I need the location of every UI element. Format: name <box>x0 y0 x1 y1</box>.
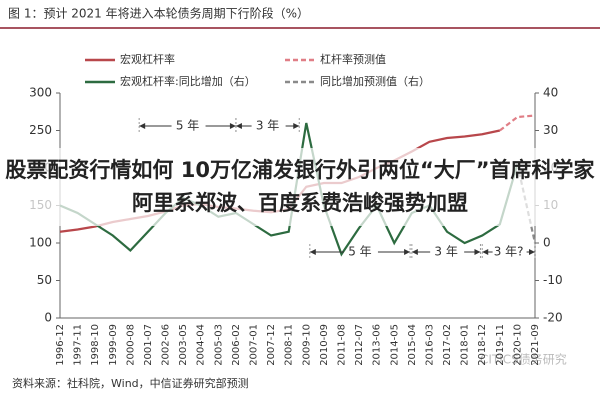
y-tick-label: 100 <box>29 236 52 250</box>
annotation: 3 年? <box>494 245 524 259</box>
x-tick-label: 2006-02 <box>231 324 242 366</box>
y2-tick-label: 30 <box>543 123 558 137</box>
x-tick-label: 2001-07 <box>143 324 154 366</box>
y-tick-label: 50 <box>37 273 52 287</box>
legend-label: 同比增加预测值（右） <box>320 74 430 88</box>
x-tick-label: 2018-01 <box>460 324 471 366</box>
x-tick-label: 2014-05 <box>389 324 400 366</box>
x-tick-label: 2004-04 <box>196 324 207 366</box>
y2-tick-label: 40 <box>543 86 558 100</box>
x-tick-label: 2013-06 <box>372 324 383 366</box>
legend-label: 杠杆率预测值 <box>320 52 386 66</box>
x-tick-label: 2002-06 <box>161 324 172 366</box>
x-tick-label: 2008-11 <box>284 324 295 366</box>
y-tick-label: 0 <box>44 311 52 325</box>
arrow-head <box>482 249 535 255</box>
watermark: CITICS债务研究 <box>480 352 567 367</box>
annotation: 5 年 <box>348 245 371 259</box>
x-tick-label: 1996-12 <box>55 324 66 366</box>
x-tick-label: 2012-07 <box>354 324 365 366</box>
source: 资料来源：社科院，Wind，中信证券研究部预测 <box>12 376 249 390</box>
x-tick-label: 2010-09 <box>319 324 330 366</box>
series-line <box>499 114 536 132</box>
y2-tick-label: -20 <box>543 311 563 325</box>
chart-title: 图 1：预计 2021 年将进入本轮债务周期下行阶段（%） <box>8 6 309 21</box>
x-tick-label: 2007-12 <box>266 324 277 366</box>
x-tick-label: 2021-09 <box>530 324 541 366</box>
y2-tick-label: -10 <box>543 273 563 287</box>
y2-tick-label: 0 <box>543 236 551 250</box>
x-tick-label: 1998-10 <box>90 324 101 366</box>
x-tick-label: 2005-03 <box>213 324 224 366</box>
x-tick-label: 2003-05 <box>178 324 189 366</box>
x-tick-label: 2009-10 <box>301 324 312 366</box>
x-tick-label: 2015-04 <box>407 324 418 366</box>
legend-label: 宏观杠杆率:同比增加（右） <box>120 74 256 88</box>
x-tick-label: 1999-09 <box>108 324 119 366</box>
annotation: 3 年 <box>434 245 457 259</box>
x-tick-label: 2007-01 <box>249 324 260 366</box>
x-tick-label: 1997-11 <box>73 324 84 366</box>
x-tick-label: 2019-11 <box>495 324 506 366</box>
overlay-banner: 股票配资行情如何 10万亿浦发银行外引两位“大厂”首席科学家 阿里系郑波、百度系… <box>0 148 600 226</box>
x-tick-label: 2017-02 <box>442 324 453 366</box>
x-tick-label: 2000-08 <box>125 324 136 366</box>
x-tick-label: 2011-08 <box>336 324 347 366</box>
x-tick-label: 2020-10 <box>512 324 523 366</box>
y-tick-label: 300 <box>29 86 52 100</box>
annotation: 5 年 <box>176 119 199 133</box>
x-tick-label: 2016-03 <box>424 324 435 366</box>
legend-label: 宏观杠杆率 <box>120 52 175 66</box>
x-tick-label: 2018-12 <box>477 324 488 366</box>
annotation: 3 年 <box>256 119 279 133</box>
y-tick-label: 250 <box>29 123 52 137</box>
